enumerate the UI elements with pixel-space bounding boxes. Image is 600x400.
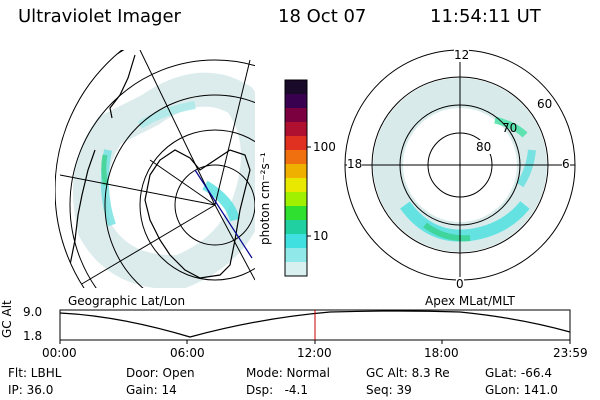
- mlat-label-70: 70: [502, 121, 518, 135]
- dsp-info: Dsp: -4.1: [246, 383, 309, 397]
- altitude-plot: [59, 309, 571, 344]
- mlat-label-80: 80: [476, 140, 492, 154]
- colorbar-tick-10: 10: [313, 229, 329, 243]
- colorbar-segment: [285, 150, 307, 165]
- sequence-info: Seq: 39: [366, 383, 412, 397]
- colorbar-segment: [285, 220, 307, 235]
- colorbar-segment: [285, 192, 307, 207]
- altitude-ytick-low: 1.8: [23, 329, 43, 343]
- mlat-mlt-polar-plot: [344, 49, 576, 281]
- glat-info: GLat: -66.4: [485, 366, 552, 380]
- door-info: Door: Open: [126, 366, 195, 380]
- filter-info: Flt: LBHL: [8, 366, 62, 380]
- time-tick-1200: 12:00: [297, 346, 332, 360]
- mlt-label-12: 12: [454, 48, 470, 62]
- instrument-title: Ultraviolet Imager: [18, 6, 181, 27]
- colorbar-segment: [285, 136, 307, 151]
- altitude-ylabel: GC Alt: [0, 300, 14, 338]
- mlt-label-6: 6: [562, 157, 570, 171]
- aurora-oval-bright: [400, 201, 530, 242]
- colorbar-segment: [285, 122, 307, 137]
- colorbar-segment: [285, 262, 307, 277]
- apex-panel-label: Apex MLat/MLT: [425, 294, 515, 308]
- mlat-label-60: 60: [537, 97, 553, 111]
- geographic-panel-label: Geographic Lat/Lon: [68, 294, 186, 308]
- ip-info: IP: 36.0: [8, 383, 54, 397]
- colorbar-segment: [285, 94, 307, 109]
- mlt-label-0: 0: [456, 277, 464, 291]
- colorbar: [284, 79, 311, 277]
- colorbar-segment: [285, 164, 307, 179]
- time-tick-1800: 18:00: [424, 346, 459, 360]
- colorbar-segment: [285, 206, 307, 221]
- altitude-ytick-high: 9.0: [23, 305, 43, 319]
- altitude-curve: [59, 310, 571, 338]
- time-tick-0000: 00:00: [42, 346, 77, 360]
- mode-info: Mode: Normal: [246, 366, 330, 380]
- colorbar-segment: [285, 248, 307, 263]
- gc-alt-info: GC Alt: 8.3 Re: [366, 366, 450, 380]
- observation-time: 11:54:11 UT: [430, 6, 541, 27]
- glon-info: GLon: 141.0: [485, 383, 558, 397]
- mlt-label-18: 18: [347, 157, 363, 171]
- colorbar-segment: [285, 178, 307, 193]
- colorbar-frame: [284, 79, 308, 277]
- geographic-map: [55, 50, 255, 288]
- aurora-band-geographic: [73, 72, 255, 288]
- colorbar-segment: [285, 80, 307, 95]
- observation-date: 18 Oct 07: [278, 6, 367, 27]
- time-tick-0600: 06:00: [170, 346, 205, 360]
- gain-info: Gain: 14: [126, 383, 177, 397]
- colorbar-unit-label: photon cm⁻²s⁻¹: [258, 152, 272, 245]
- colorbar-segment: [285, 234, 307, 249]
- colorbar-tick-100: 100: [313, 140, 336, 154]
- time-tick-2359: 23:59: [553, 346, 588, 360]
- colorbar-segment: [285, 108, 307, 123]
